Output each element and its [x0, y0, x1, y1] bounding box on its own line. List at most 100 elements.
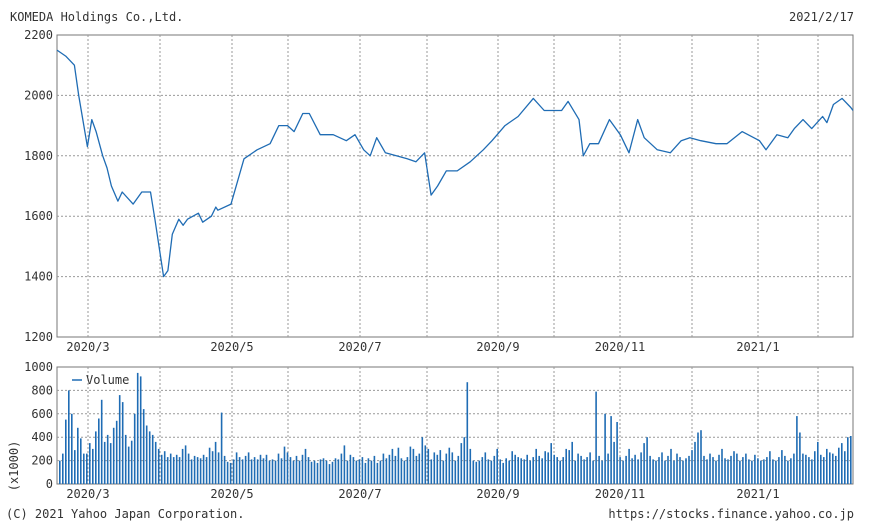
- volume-bar: [589, 452, 591, 484]
- volume-bar: [376, 462, 379, 484]
- volume-bar: [112, 427, 115, 484]
- volume-bar: [850, 436, 852, 484]
- volume-bar: [217, 452, 220, 484]
- volume-y-tick-label: 400: [31, 430, 53, 444]
- volume-bar: [436, 454, 439, 485]
- price-line: [56, 49, 854, 278]
- volume-bar: [310, 461, 313, 484]
- volume-bar: [427, 448, 430, 484]
- volume-bar: [751, 460, 753, 484]
- volume-bar: [412, 448, 415, 484]
- volume-bar: [601, 460, 603, 484]
- volume-bar: [208, 447, 211, 484]
- volume-bar: [187, 453, 190, 484]
- volume-bar: [622, 460, 624, 484]
- volume-bar: [742, 457, 744, 484]
- volume-x-tick-label: 2020/11: [595, 487, 646, 501]
- volume-bar: [340, 453, 343, 484]
- volume-bar: [568, 450, 570, 484]
- volume-bar: [799, 432, 801, 484]
- volume-bar: [523, 459, 525, 484]
- volume-bar: [229, 462, 232, 484]
- price-y-tick-label: 2200: [24, 28, 53, 42]
- volume-bar: [505, 458, 507, 484]
- volume-axis-label: (x1000): [7, 441, 21, 492]
- volume-bar: [439, 450, 442, 484]
- volume-bar: [598, 455, 600, 484]
- volume-bar: [163, 451, 166, 484]
- volume-bar: [232, 459, 235, 484]
- volume-bar: [148, 431, 151, 484]
- volume-bar: [274, 460, 277, 484]
- volume-bar: [532, 457, 534, 484]
- volume-bar: [541, 458, 543, 484]
- volume-bar: [817, 441, 819, 484]
- volume-bar: [346, 460, 349, 484]
- volume-bar: [77, 427, 79, 484]
- volume-bar: [307, 457, 310, 484]
- volume-bar: [127, 446, 130, 484]
- volume-bar: [62, 453, 64, 484]
- volume-bar: [496, 448, 498, 484]
- volume-bar: [343, 445, 346, 484]
- volume-bar: [142, 409, 145, 484]
- price-y-tick-label: 1400: [24, 270, 53, 284]
- volume-bar: [790, 458, 792, 484]
- volume-bar: [550, 443, 552, 484]
- volume-bar: [238, 457, 241, 484]
- volume-bar: [670, 448, 672, 484]
- volume-bar: [388, 454, 391, 485]
- volume-bar: [472, 460, 475, 484]
- volume-bar: [763, 459, 765, 484]
- volume-bar: [316, 462, 319, 484]
- volume-bar: [805, 454, 807, 485]
- volume-bar: [98, 418, 100, 484]
- volume-bar: [457, 455, 460, 484]
- copyright-text: (C) 2021 Yahoo Japan Corporation.: [6, 507, 245, 521]
- volume-bar: [691, 450, 693, 484]
- volume-bar: [766, 457, 768, 484]
- volume-bar: [298, 460, 301, 484]
- volume-bar: [139, 376, 142, 484]
- volume-y-tick-label: 600: [31, 407, 53, 421]
- volume-bar: [80, 438, 82, 484]
- volume-bar: [484, 452, 487, 484]
- price-y-tick-label: 1600: [24, 209, 53, 223]
- volume-bar: [430, 459, 433, 484]
- volume-bar: [781, 450, 783, 484]
- volume-bar: [373, 455, 376, 484]
- volume-bar: [214, 441, 217, 484]
- volume-bar: [652, 459, 654, 484]
- volume-bar: [673, 460, 675, 484]
- volume-bar: [613, 441, 615, 484]
- volume-bar: [553, 454, 555, 485]
- volume-bar: [367, 458, 370, 484]
- volume-y-tick-label: 1000: [24, 360, 53, 374]
- volume-bar: [349, 454, 352, 485]
- volume-bar: [280, 458, 283, 484]
- volume-bar: [481, 457, 484, 484]
- price-x-tick-label: 2020/7: [338, 340, 381, 354]
- volume-bar: [649, 455, 651, 484]
- volume-bar: [157, 448, 160, 484]
- volume-bar: [391, 448, 394, 484]
- volume-bar: [469, 448, 472, 484]
- volume-bar: [89, 443, 91, 484]
- volume-bar: [493, 455, 496, 484]
- volume-bar: [535, 448, 537, 484]
- volume-bar: [406, 457, 409, 484]
- volume-bar: [352, 457, 355, 484]
- volume-bar: [529, 460, 531, 484]
- volume-bar: [178, 457, 181, 484]
- volume-bar: [538, 455, 540, 484]
- volume-bar: [160, 454, 163, 485]
- volume-bar: [760, 460, 762, 484]
- volume-bar: [292, 460, 295, 484]
- legend-label: Volume: [86, 373, 129, 387]
- volume-bar: [424, 445, 427, 484]
- volume-bar: [676, 453, 678, 484]
- volume-bar: [847, 437, 849, 484]
- volume-bar: [250, 459, 253, 484]
- volume-bar: [775, 460, 777, 484]
- volume-y-tick-label: 0: [46, 477, 53, 491]
